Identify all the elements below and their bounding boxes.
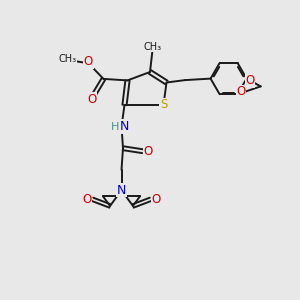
Text: O: O — [246, 74, 255, 88]
Text: O: O — [84, 55, 93, 68]
Text: CH₃: CH₃ — [143, 41, 161, 52]
Text: S: S — [160, 98, 167, 112]
Text: N: N — [120, 120, 129, 133]
Text: O: O — [87, 93, 96, 106]
Text: H: H — [111, 122, 119, 132]
Text: O: O — [237, 85, 246, 98]
Text: O: O — [143, 145, 152, 158]
Text: N: N — [117, 184, 126, 197]
Text: O: O — [82, 193, 92, 206]
Text: CH₃: CH₃ — [58, 54, 76, 64]
Text: O: O — [151, 193, 160, 206]
